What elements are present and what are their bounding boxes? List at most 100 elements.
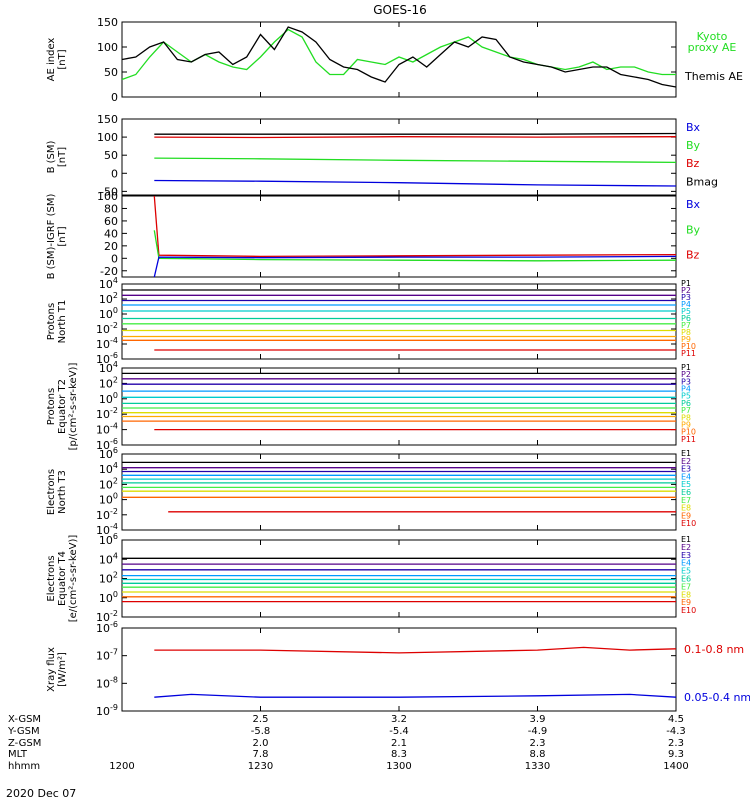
y-axis-label: North T3	[57, 470, 68, 514]
plot-date: 2020 Dec 07	[6, 787, 76, 800]
legend-label: E7	[681, 496, 691, 505]
legend-label: Bx	[686, 198, 701, 211]
legend-label: 0.1-0.8 nm	[684, 643, 744, 656]
y-tick-exponent: 6	[113, 446, 118, 455]
x-tick-label: 8.3	[391, 749, 407, 760]
y-tick-label: 100	[97, 131, 118, 144]
x-tick-label: -4.9	[528, 726, 548, 737]
y-tick-label: 104	[99, 461, 118, 476]
y-tick-exponent: 0	[113, 391, 118, 400]
legend-label: Bz	[686, 157, 700, 170]
series-0.1-0.8 nm	[154, 646, 677, 654]
x-tick-label: 2.1	[391, 738, 407, 749]
legend-label: Bmag	[686, 175, 718, 188]
x-tick-label: 2.0	[253, 738, 269, 749]
y-axis-label: AE index	[46, 38, 57, 82]
legend-label: P4	[681, 300, 691, 309]
y-tick-label: 104	[99, 276, 118, 291]
series-Bmag	[154, 132, 677, 135]
legend-label: P11	[681, 349, 696, 358]
y-tick-exponent: -2	[110, 507, 118, 516]
legend-label: E6	[681, 575, 691, 584]
y-axis-label: Equator T4	[57, 551, 68, 606]
y-tick-label: 150	[97, 16, 118, 29]
y-tick-label: 10-2	[96, 321, 118, 336]
y-axis-label: [p/(cm²-s-sr-keV)]	[68, 363, 79, 451]
legend-label: By	[686, 139, 701, 152]
legend-label: E4	[681, 472, 691, 481]
x-row-label: Y-GSM	[7, 726, 40, 737]
y-tick-label: 0	[111, 167, 118, 180]
series-Themis AE	[121, 26, 677, 88]
y-tick-label: 100	[97, 190, 118, 203]
x-tick-label: -4.3	[666, 726, 686, 737]
series-By	[153, 230, 677, 262]
legend-label: E10	[681, 519, 696, 528]
legend-label: E7	[681, 582, 691, 591]
x-tick-label: 9.3	[668, 749, 684, 760]
legend-label: E5	[681, 480, 691, 489]
y-axis-label: B (SM)	[46, 140, 57, 173]
legend-label: E9	[681, 598, 691, 607]
panel-frame	[121, 627, 677, 712]
legend-label: P3	[681, 293, 691, 302]
legend-label: proxy AE	[688, 41, 737, 54]
y-axis-label: Protons	[46, 303, 57, 340]
x-tick-label: 1330	[525, 761, 550, 772]
y-axis-label: [W/m²]	[57, 652, 68, 687]
legend-label: E6	[681, 488, 691, 497]
y-tick-label: 100	[97, 41, 118, 54]
y-tick-exponent: 0	[113, 306, 118, 315]
x-tick-label: 2.3	[668, 738, 684, 749]
x-tick-label: 4.5	[668, 714, 684, 725]
legend-label: E3	[681, 465, 691, 474]
x-tick-label: -5.8	[251, 726, 271, 737]
panel-frame	[121, 118, 677, 196]
panel-frame	[121, 367, 677, 446]
legend-label: E8	[681, 504, 691, 513]
y-tick-label: 50	[104, 149, 118, 162]
y-tick-label: 0	[111, 252, 118, 265]
x-tick-label: 7.8	[253, 749, 269, 760]
y-tick-exponent: -9	[110, 703, 118, 712]
y-tick-label: 100	[99, 306, 118, 321]
y-tick-label: 50	[104, 66, 118, 79]
y-tick-exponent: 4	[113, 551, 118, 560]
legend-label: E3	[681, 551, 691, 560]
y-axis-label: B (SM)-IGRF (SM)	[46, 194, 57, 280]
x-tick-label: 1300	[386, 761, 411, 772]
panel-b: -50 0 50 100 150 B (SM) [nT] Bx By Bz Bmag	[46, 113, 718, 198]
y-tick-exponent: -8	[110, 675, 118, 684]
x-tick-label: 1200	[109, 761, 134, 772]
y-tick-label: 20	[104, 240, 118, 253]
legend-label: P9	[681, 335, 691, 344]
legend-label: Bx	[686, 121, 701, 134]
y-axis-label: Xray flux	[46, 647, 57, 692]
legend-label: P6	[681, 314, 691, 323]
y-tick-label: 100	[99, 492, 118, 507]
legend-label: E1	[681, 449, 691, 458]
y-tick-exponent: -6	[110, 351, 118, 360]
y-tick-exponent: 2	[113, 476, 118, 485]
y-tick-exponent: -7	[110, 648, 118, 657]
x-row-label: MLT	[8, 749, 28, 760]
y-tick-exponent: -2	[110, 406, 118, 415]
x-row-label: X-GSM	[8, 714, 41, 725]
y-tick-label: 80	[104, 202, 118, 215]
y-tick-label: 102	[99, 375, 118, 390]
y-tick-exponent: -4	[110, 422, 118, 431]
legend-label: P7	[681, 406, 691, 415]
y-tick-label: 10-4	[96, 422, 118, 437]
legend-label: E9	[681, 511, 691, 520]
y-tick-label: 10-9	[96, 703, 118, 718]
y-tick-label: 10-7	[96, 648, 118, 663]
y-tick-label: 60	[104, 215, 118, 228]
y-tick-label: 150	[97, 113, 118, 126]
series-Bx	[154, 179, 677, 187]
